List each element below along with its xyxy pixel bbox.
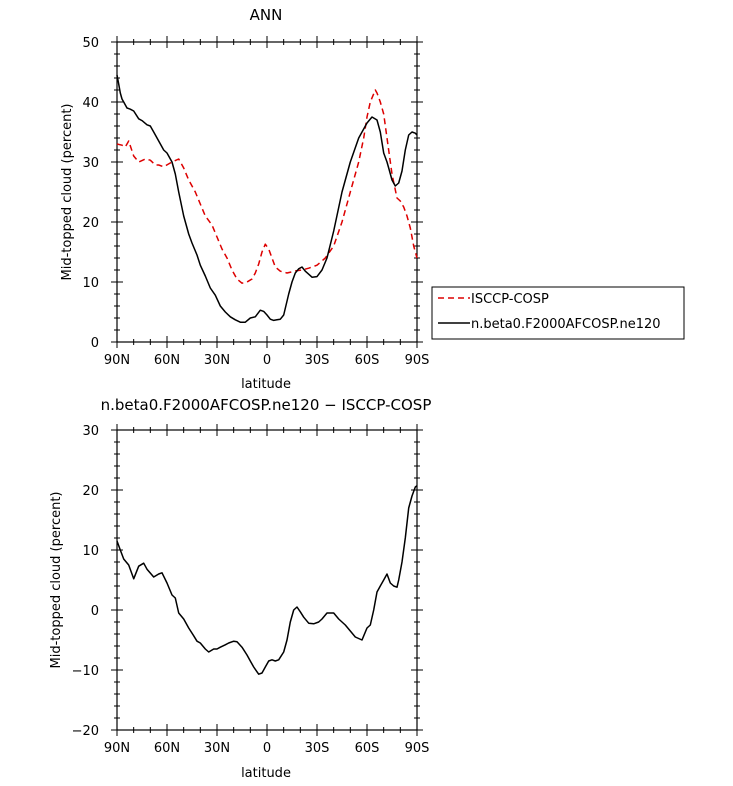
- top-y-tick-labels: 0 10 20 30 40 50: [82, 36, 99, 351]
- legend-label-isccp: ISCCP-COSP: [471, 292, 549, 307]
- top-x-tick-label: 90S: [405, 353, 430, 368]
- top-y-tick-label: 20: [82, 216, 99, 231]
- bottom-chart-title: n.beta0.F2000AFCOSP.ne120 − ISCCP-COSP: [101, 396, 432, 414]
- top-series-line-0: [116, 89, 418, 284]
- bottom-x-axis-label: latitude: [241, 766, 291, 781]
- bottom-x-tick-label: 60S: [355, 741, 380, 756]
- bottom-y-axis-label: Mid-topped cloud (percent): [49, 492, 64, 669]
- bottom-y-tick-label: 20: [82, 484, 99, 499]
- bottom-axis-ticks: [111, 424, 423, 736]
- top-x-tick-labels: 90N 60N 30N 0 30S 60S 90S: [104, 353, 430, 368]
- bottom-x-tick-label: 30S: [305, 741, 330, 756]
- top-axis-ticks: [111, 36, 423, 348]
- top-y-tick-label: 50: [82, 36, 99, 51]
- top-panel: ANN 0 10 20 30 40 50 90N 60N 30N 0 30S 60S 90S lati…: [60, 6, 685, 392]
- bottom-x-tick-label: 0: [263, 741, 271, 756]
- top-x-tick-label: 30S: [305, 353, 330, 368]
- bottom-series-group: [116, 485, 418, 675]
- bottom-y-tick-labels: −20 −10 0 10 20 30: [72, 424, 99, 739]
- bottom-x-tick-labels: 90N 60N 30N 0 30S 60S 90S: [104, 741, 430, 756]
- legend: ISCCP-COSP n.beta0.F2000AFCOSP.ne120: [431, 286, 685, 340]
- top-x-axis-label: latitude: [241, 377, 291, 392]
- bottom-plot-frame: [116, 429, 418, 731]
- top-x-tick-label: 60S: [355, 353, 380, 368]
- top-chart-title: ANN: [250, 6, 283, 24]
- top-x-tick-label: 30N: [204, 353, 230, 368]
- top-y-tick-label: 10: [82, 276, 99, 291]
- top-y-tick-label: 0: [91, 336, 99, 351]
- bottom-x-tick-label: 90S: [405, 741, 430, 756]
- bottom-y-tick-label: 10: [82, 544, 99, 559]
- bottom-series-line-0: [116, 485, 418, 675]
- top-y-axis-label: Mid-topped cloud (percent): [60, 104, 75, 281]
- top-y-tick-label: 40: [82, 96, 99, 111]
- legend-box: [431, 286, 685, 340]
- top-x-tick-label: 90N: [104, 353, 130, 368]
- top-series-line-1: [116, 74, 418, 323]
- bottom-y-tick-label: −20: [72, 724, 99, 739]
- bottom-y-tick-label: 30: [82, 424, 99, 439]
- top-plot-frame: [116, 41, 418, 343]
- top-y-tick-label: 30: [82, 156, 99, 171]
- bottom-y-tick-label: 0: [91, 604, 99, 619]
- bottom-x-tick-label: 30N: [204, 741, 230, 756]
- bottom-x-tick-label: 90N: [104, 741, 130, 756]
- top-series-group: [116, 74, 418, 323]
- top-x-tick-label: 60N: [154, 353, 180, 368]
- top-x-tick-label: 0: [263, 353, 271, 368]
- bottom-y-tick-label: −10: [72, 664, 99, 679]
- bottom-panel: n.beta0.F2000AFCOSP.ne120 − ISCCP-COSP −…: [49, 396, 431, 781]
- bottom-x-tick-label: 60N: [154, 741, 180, 756]
- legend-label-model: n.beta0.F2000AFCOSP.ne120: [471, 317, 661, 332]
